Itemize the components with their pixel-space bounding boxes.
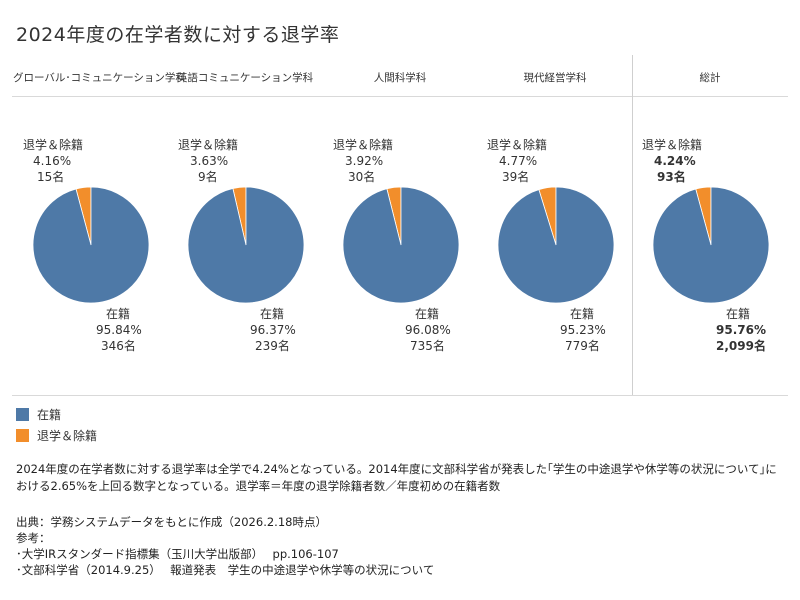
pie-chart-total xyxy=(652,186,770,304)
pie-chart-global xyxy=(32,186,150,304)
withdrawn-name: 退学＆除籍 xyxy=(23,138,84,152)
enrolled-name: 在籍 xyxy=(570,307,595,321)
withdrawn-count: 9名 xyxy=(198,170,218,184)
enrolled-slice xyxy=(32,186,150,304)
withdrawn-count: 39名 xyxy=(502,170,530,184)
withdrawn-percent: 4.77% xyxy=(499,154,538,168)
enrolled-name: 在籍 xyxy=(415,307,440,321)
enrolled-name: 在籍 xyxy=(106,307,131,321)
withdrawn-percent: 4.16% xyxy=(33,154,72,168)
legend-label-withdrawn: 退学＆除籍 xyxy=(37,429,98,443)
enrolled-percent: 95.76% xyxy=(716,323,766,337)
legend-label-enrolled: 在籍 xyxy=(37,408,62,422)
withdrawn-percent: 3.92% xyxy=(345,154,384,168)
enrolled-count: 2,099名 xyxy=(716,339,766,353)
enrolled-label-english: 在籍 96.37% 239名 xyxy=(250,306,296,354)
column-header-business: 現代経営学科 xyxy=(523,72,587,84)
column-header-human: 人間科学科 xyxy=(373,72,427,84)
withdrawn-name: 退学＆除籍 xyxy=(642,138,703,152)
enrolled-count: 735名 xyxy=(410,339,445,353)
column-header-global: グローバル･コミュニケーション学科 xyxy=(13,72,186,84)
legend-swatch-withdrawn xyxy=(16,429,29,442)
legend-swatch-enrolled xyxy=(16,408,29,421)
column-header-english: 英語コミュニケーション学科 xyxy=(176,72,314,84)
withdrawn-count: 30名 xyxy=(348,170,376,184)
pie-chart-human xyxy=(342,186,460,304)
withdrawn-count: 93名 xyxy=(657,170,686,184)
withdrawn-label-english: 退学＆除籍 3.63% 9名 xyxy=(178,137,238,185)
withdrawn-count: 15名 xyxy=(37,170,65,184)
withdrawn-percent: 4.24% xyxy=(654,154,696,168)
enrolled-label-total: 在籍 95.76% 2,099名 xyxy=(716,306,766,354)
enrolled-percent: 96.37% xyxy=(250,323,296,337)
column-header-total: 総計 xyxy=(699,72,721,84)
enrolled-count: 779名 xyxy=(565,339,600,353)
enrolled-label-human: 在籍 96.08% 735名 xyxy=(405,306,451,354)
total-column-divider xyxy=(632,55,633,396)
enrolled-name: 在籍 xyxy=(726,307,751,321)
reference-item: ･大学IRスタンダード指標集（玉川大学出版部） pp.106-107 xyxy=(16,547,339,561)
withdrawn-label-total: 退学＆除籍 4.24% 93名 xyxy=(642,137,702,185)
enrolled-label-business: 在籍 95.23% 779名 xyxy=(560,306,606,354)
enrolled-percent: 96.08% xyxy=(405,323,451,337)
enrolled-count: 346名 xyxy=(101,339,136,353)
withdrawn-label-human: 退学＆除籍 3.92% 30名 xyxy=(333,137,393,185)
withdrawn-percent: 3.63% xyxy=(190,154,229,168)
reference-heading: 参考： xyxy=(16,531,51,545)
enrolled-percent: 95.84% xyxy=(96,323,142,337)
page-title: 2024年度の在学者数に対する退学率 xyxy=(16,24,340,46)
legend-item-withdrawn: 退学＆除籍 xyxy=(16,427,97,444)
withdrawn-name: 退学＆除籍 xyxy=(333,138,394,152)
reference-item: ･文部科学省（2014.9.25） 報道発表 学生の中途退学や休学等の状況につい… xyxy=(16,563,435,577)
enrolled-count: 239名 xyxy=(255,339,290,353)
legend-item-enrolled: 在籍 xyxy=(16,406,61,423)
enrolled-name: 在籍 xyxy=(260,307,285,321)
source-line: 出典：学務システムデータをもとに作成（2026.2.18時点） xyxy=(16,515,327,529)
enrolled-slice xyxy=(342,186,460,304)
withdrawn-name: 退学＆除籍 xyxy=(487,138,548,152)
chart-bottom-border xyxy=(12,395,788,396)
withdrawn-label-global: 退学＆除籍 4.16% 15名 xyxy=(23,137,83,185)
pie-chart-english xyxy=(187,186,305,304)
pie-chart-business xyxy=(497,186,615,304)
description-text: 2024年度の在学者数に対する退学率は全学で4.24%となっている。2014年度… xyxy=(16,462,777,493)
withdrawn-label-business: 退学＆除籍 4.77% 39名 xyxy=(487,137,547,185)
withdrawn-name: 退学＆除籍 xyxy=(178,138,239,152)
header-divider xyxy=(12,96,788,97)
enrolled-percent: 95.23% xyxy=(560,323,606,337)
enrolled-slice xyxy=(652,186,770,304)
enrolled-label-global: 在籍 95.84% 346名 xyxy=(96,306,142,354)
enrolled-slice xyxy=(497,186,615,304)
enrolled-slice xyxy=(187,186,305,304)
